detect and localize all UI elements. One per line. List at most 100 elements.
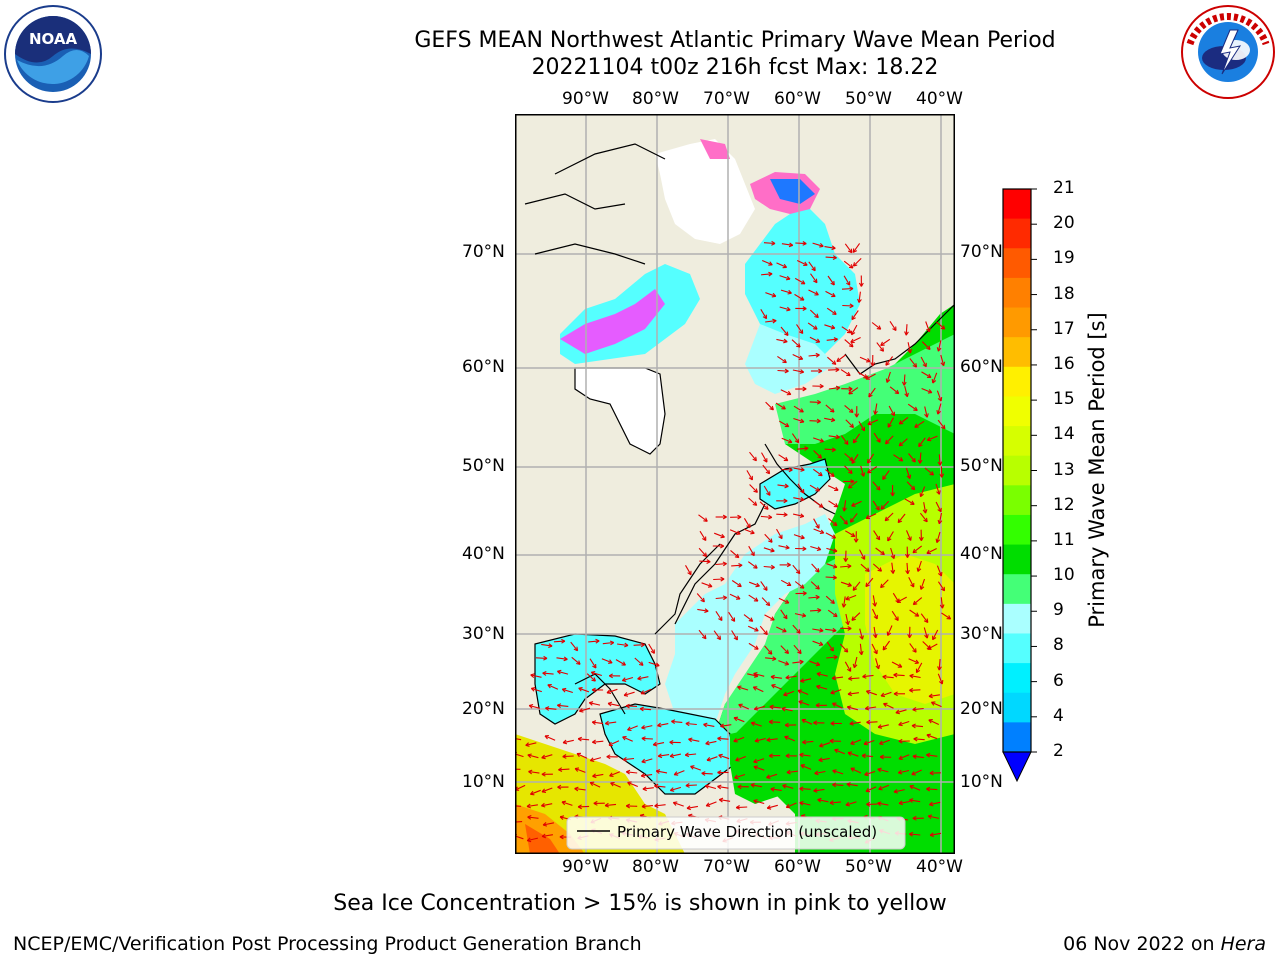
wave-arrow-head [929,801,934,807]
wave-arrow-head [578,687,583,692]
wave-arrow-shaft [827,609,838,618]
wave-arrow-head [640,642,645,648]
wave-arrow-head [846,667,852,672]
wave-arrow-shaft [641,737,653,740]
wave-arrow-head [865,582,870,588]
wave-arrow-head [811,266,816,272]
wave-arrow-shaft [793,497,805,501]
wave-arrow-shaft [938,454,941,466]
wave-arrow-shaft [749,484,758,493]
wave-arrow-head [870,362,876,367]
wave-arrow-head [898,420,904,425]
wave-arrow-shaft [557,704,569,707]
wave-arrow-head [872,602,878,607]
wave-arrow-head [819,529,825,535]
wave-arrow-shaft [698,629,707,640]
wave-arrow-head [707,583,713,588]
wave-arrow-shaft [825,469,835,477]
wave-arrow-shaft [865,786,877,792]
wave-arrow-head [800,467,805,472]
wave-arrow-head [897,769,903,775]
wave-arrow-shaft [847,692,859,695]
wave-arrow-head [878,785,883,791]
wave-arrow-head [766,774,771,779]
wave-arrow-shaft [715,596,727,600]
wave-arrow-head [772,656,777,662]
wave-arrow-shaft [872,500,880,511]
wave-arrow-shaft [715,563,727,566]
wave-arrow-shaft [528,770,540,774]
wave-arrow-shaft [557,670,569,675]
wave-arrow-shaft [867,419,879,425]
wave-arrow-head [860,472,866,477]
wave-arrow-shaft [617,643,629,647]
wave-arrow-head [784,331,789,337]
wave-arrow-shaft [792,513,804,517]
wave-arrow-shaft [592,773,604,777]
wave-arrow-shaft [925,321,931,333]
lat-label-left: 30°N [462,624,505,644]
wave-arrow-head [816,546,822,552]
wave-arrow-head [610,781,615,787]
wave-arrow-head [733,737,738,743]
wave-arrow-shaft [778,597,790,604]
wave-arrow-shaft [515,821,523,823]
wave-arrow-head [785,674,790,680]
wave-arrow-shaft [713,630,721,640]
wave-arrow-head [717,784,722,790]
wave-arrow-shaft [810,581,820,590]
wave-arrow-shaft [813,437,824,443]
wave-arrow-head [655,769,661,774]
wave-arrow-head [890,554,896,559]
wave-arrow-shaft [898,754,910,760]
wave-arrow-head [788,467,793,473]
wave-arrow-head [892,326,897,331]
wave-arrow-shaft [776,513,788,516]
lat-label-right: 70°N [960,242,1003,262]
wave-arrow-shaft [743,614,754,622]
wave-arrow-shaft [526,804,538,808]
wave-arrow-shaft [623,757,635,761]
wave-arrow-shaft [891,562,894,574]
lon-label-bottom: 90°W [562,857,609,877]
colorbar-tick-label: 4 [1053,705,1064,726]
wave-arrow-shaft [578,805,590,808]
wave-arrow-head [815,487,820,492]
wave-arrow-shaft [525,742,537,746]
wave-arrow-head [706,559,711,564]
wave-arrow-shaft [800,678,812,682]
wave-arrow-head [880,583,885,589]
wave-arrow-shaft [759,625,768,635]
wave-arrow-shaft [586,673,596,682]
wave-arrow-head [905,569,910,575]
wave-arrow-shaft [800,764,812,770]
wave-arrow-shaft [782,784,794,789]
wave-arrow-shaft [764,614,775,621]
wave-arrow-shaft [812,640,824,646]
wave-arrow-shaft [887,531,894,542]
wave-arrow-shaft [542,834,553,837]
wave-arrow-shaft [921,341,931,350]
noaa-logo: NOAA [4,5,102,103]
wave-arrow-shaft [808,354,820,357]
wave-arrow-shaft [553,640,565,643]
wave-arrow-shaft [928,694,940,697]
wave-arrow-head [832,782,837,788]
wave-arrow-shaft [797,689,809,696]
wave-arrow-head [609,640,615,646]
wave-arrow-shaft [685,753,697,756]
wave-arrow-shaft [780,609,788,620]
lon-label-bottom: 40°W [916,857,963,877]
wave-arrow-head [753,758,758,764]
colorbar-tick-label: 18 [1053,283,1075,304]
legend-label: Primary Wave Direction (unscaled) [617,823,877,841]
wave-arrow-head [882,645,888,651]
lat-label-left: 10°N [462,772,505,792]
wave-arrow-shaft [826,547,838,552]
wave-arrow-head [911,723,916,729]
wave-arrow-shaft [828,387,840,390]
wave-arrow-head [832,627,837,633]
wave-arrow-shaft [936,390,942,402]
wave-arrow-head [873,614,878,620]
wave-arrow-shaft [780,389,792,395]
